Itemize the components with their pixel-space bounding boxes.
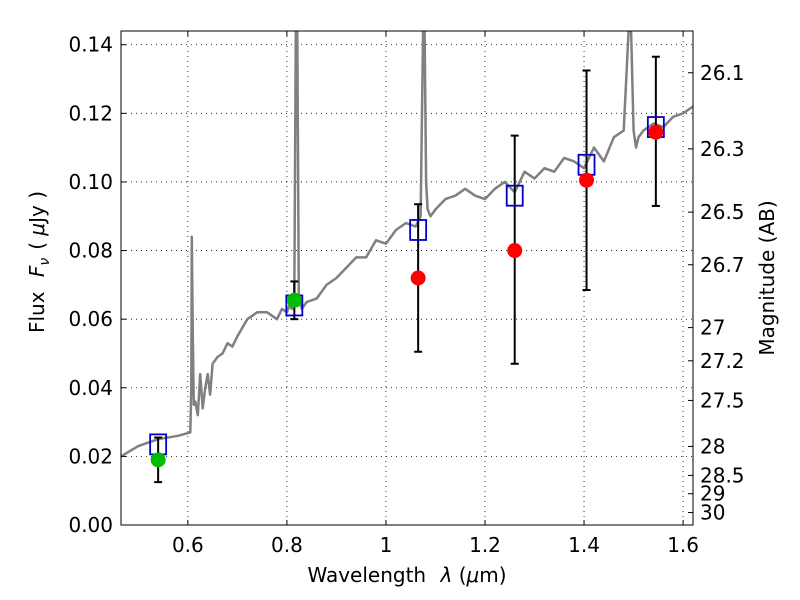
magnitude-tick-label: 26.1	[700, 61, 745, 85]
y-tick-label: 0.04	[68, 376, 113, 400]
observed-point	[579, 172, 595, 188]
sed-model-line	[121, 31, 693, 458]
magnitude-axis-label: Magnitude (AB)	[755, 200, 779, 355]
magnitude-tick-label: 26.7	[700, 253, 745, 277]
observed-point	[286, 292, 302, 308]
model-photometry-square	[409, 219, 428, 241]
x-tick-label: 1.4	[568, 533, 600, 557]
observed-point	[507, 243, 523, 259]
magnitude-tick-label: 26.5	[700, 200, 745, 224]
y-axis-label: Flux Fν( μJy )	[25, 191, 53, 333]
magnitude-tick-label: 28	[700, 434, 725, 458]
y-tick-label: 0.12	[68, 101, 113, 125]
y-tick-label: 0.08	[68, 239, 113, 263]
y-tick-label: 0.02	[68, 444, 113, 468]
x-tick-label: 0.6	[172, 533, 204, 557]
magnitude-tick-label: 30	[700, 501, 725, 525]
markers	[149, 116, 665, 468]
magnitude-tick-label: 27.5	[700, 388, 745, 412]
model-photometry-square	[505, 184, 524, 207]
plot-frame	[120, 30, 694, 526]
y-tick-label: 0.14	[68, 33, 113, 57]
x-tick-label: 1.2	[469, 533, 501, 557]
y-tick-label: 0.06	[68, 307, 113, 331]
y-tick-label: 0.00	[68, 513, 113, 537]
magnitude-tick-label: 27	[700, 316, 725, 340]
magnitude-tick-label: 27.2	[700, 349, 745, 373]
x-ticks: 0.6 0.8 1 1.2 1.4 1.6	[172, 31, 699, 557]
y-tick-label: 0.10	[68, 170, 113, 194]
magnitude-tick-label: 28.5	[700, 463, 745, 487]
x-tick-label: 0.8	[271, 533, 303, 557]
x-axis-label: Wavelength λ (μm)	[307, 563, 506, 587]
error-bars	[154, 55, 660, 484]
y-ticks: 0.00 0.02 0.04 0.06 0.08 0.10 0.12 0.14	[68, 33, 126, 537]
magnitude-tick-label: 29	[700, 482, 725, 506]
observed-point	[150, 452, 166, 468]
observed-point	[410, 270, 426, 286]
grid	[121, 31, 693, 526]
sed-line-layer	[121, 31, 693, 458]
observed-point	[648, 124, 664, 140]
x-tick-label: 1	[380, 533, 393, 557]
magnitude-tick-label: 26.3	[700, 137, 745, 161]
x-tick-label: 1.6	[667, 533, 699, 557]
